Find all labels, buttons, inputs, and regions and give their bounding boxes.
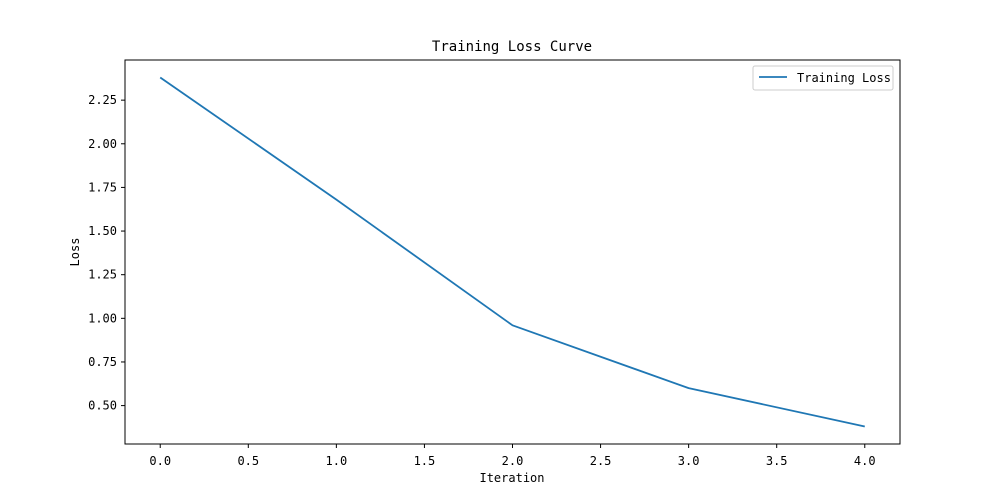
y-tick-label: 2.25 (88, 93, 117, 107)
chart-title: Training Loss Curve (432, 39, 592, 55)
x-tick-label: 0.0 (149, 454, 171, 468)
y-axis-ticks: 0.50 0.75 1.00 1.25 1.50 1.75 2.00 2.25 (88, 93, 125, 413)
x-axis-ticks: 0.0 0.5 1.0 1.5 2.0 2.5 3.0 3.5 4.0 (149, 444, 876, 468)
y-tick-label: 0.50 (88, 399, 117, 413)
x-tick-label: 0.5 (237, 454, 259, 468)
legend-box (752, 65, 894, 91)
legend-label-training-loss: Training Loss (797, 71, 891, 85)
x-tick-label: 4.0 (854, 454, 876, 468)
y-tick-label: 2.00 (88, 137, 117, 151)
y-tick-label: 1.00 (88, 311, 117, 325)
x-tick-label: 1.5 (414, 454, 436, 468)
y-tick-label: 0.75 (88, 355, 117, 369)
x-tick-label: 2.0 (502, 454, 524, 468)
y-tick-label: 1.75 (88, 180, 117, 194)
x-tick-label: 1.0 (326, 454, 348, 468)
series-line-training-loss (159, 76, 865, 428)
x-axis-label: Iteration (479, 471, 544, 485)
y-tick-label: 1.25 (88, 268, 117, 282)
x-tick-label: 3.0 (678, 454, 700, 468)
legend: Training Loss (752, 65, 894, 91)
series-layer (159, 76, 865, 428)
y-axis-label: Loss (68, 238, 82, 267)
y-tick-label: 1.50 (88, 224, 117, 238)
plot-area-frame (124, 59, 901, 445)
x-tick-label: 3.5 (766, 454, 788, 468)
x-tick-label: 2.5 (590, 454, 612, 468)
